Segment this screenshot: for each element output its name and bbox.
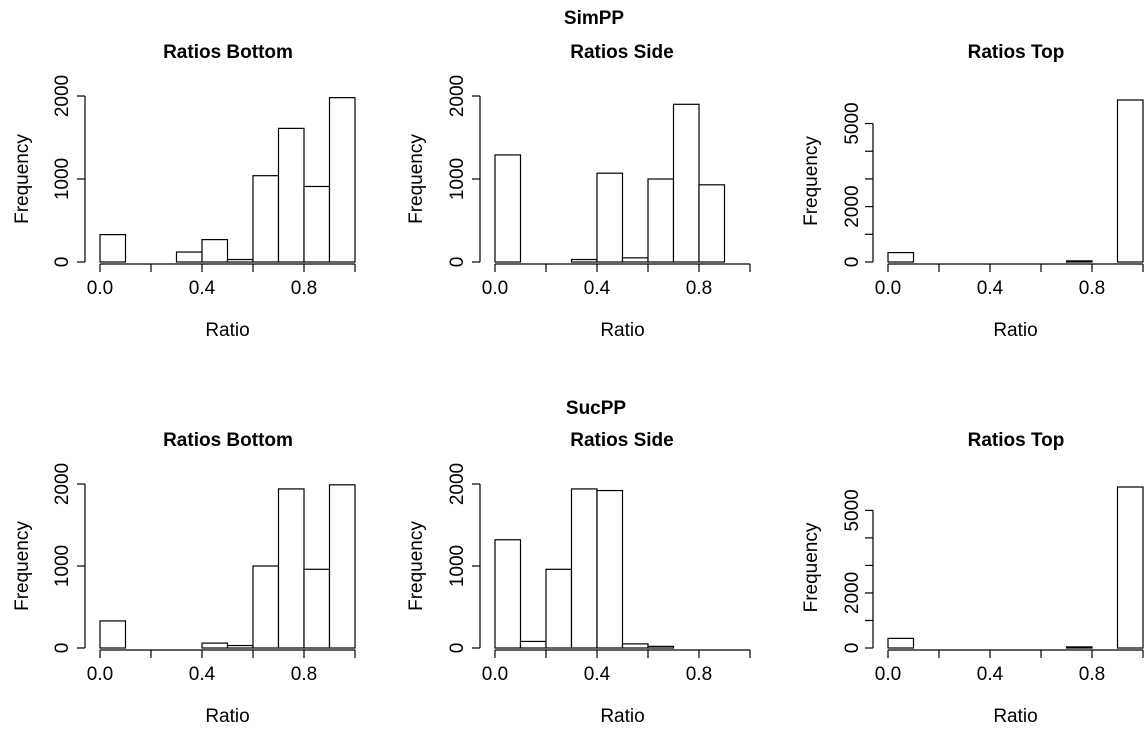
histogram-bar (494, 539, 522, 649)
x-tick-label: 0.4 (189, 664, 216, 685)
y-axis-label: Frequency (801, 136, 822, 226)
y-axis-label: Frequency (406, 134, 427, 224)
x-axis-label: Ratio (205, 706, 249, 727)
histogram-bar (252, 175, 280, 263)
histogram-bar (647, 645, 675, 649)
x-tick-label: 0.0 (875, 664, 901, 685)
x-tick-label: 0.0 (87, 278, 113, 299)
group-title-simpp: SimPP (564, 8, 625, 29)
histogram-bar (175, 251, 203, 263)
histogram-bar (596, 172, 624, 263)
histogram-bar (1065, 260, 1093, 263)
y-tick-label: 1000 (447, 545, 468, 587)
histogram-bar (621, 257, 649, 263)
histogram-bar (570, 258, 598, 263)
histogram-bar (99, 234, 127, 263)
histogram-bar (647, 178, 675, 263)
x-tick-label: 0.8 (291, 664, 317, 685)
y-tick-label: 5000 (842, 489, 863, 531)
x-tick-label: 0.4 (584, 664, 611, 685)
histogram-bar (303, 185, 331, 263)
histogram-bar (1065, 646, 1093, 649)
histogram-bar (887, 637, 915, 649)
x-tick-label: 0.8 (291, 278, 317, 299)
x-tick-label: 0.8 (1079, 278, 1105, 299)
y-axis-label: Frequency (12, 521, 33, 611)
y-axis-label: Frequency (406, 521, 427, 611)
x-tick-label: 0.0 (482, 278, 508, 299)
y-tick-label: 0 (447, 643, 468, 654)
panel-title: Ratios Top (968, 42, 1065, 63)
x-axis-label: Ratio (600, 320, 644, 341)
y-tick-label: 0 (842, 257, 863, 268)
histogram-bar (226, 258, 254, 263)
histogram-bar (226, 644, 254, 649)
histogram-bar (201, 642, 229, 649)
histogram-bar (1116, 99, 1144, 263)
panel-title: Ratios Bottom (163, 42, 293, 63)
x-tick-label: 0.4 (584, 278, 611, 299)
y-tick-label: 0 (52, 643, 73, 654)
x-tick-label: 0.4 (977, 664, 1004, 685)
histogram-bar (303, 568, 331, 649)
histogram-bar (887, 251, 915, 263)
x-tick-label: 0.0 (482, 664, 508, 685)
histogram-bar (596, 489, 624, 649)
histogram-bar (1116, 486, 1144, 649)
histogram-panel: Ratios Side 0.0 0.4 0.8 Ratio 0 1000 2000 Freque… (406, 430, 751, 727)
y-tick-label: 0 (447, 257, 468, 268)
histogram-panel: Ratios Side 0.0 0.4 0.8 Ratio 0 1000 2000 Freque… (406, 42, 751, 341)
y-tick-label: 2000 (842, 185, 863, 227)
histogram-bar (621, 643, 649, 649)
histogram-panel: Ratios Bottom 0.0 0.4 0.8 Ratio 0 1000 2000 Freq… (12, 42, 356, 341)
histogram-bar (201, 238, 229, 263)
x-tick-label: 0.8 (1079, 664, 1105, 685)
x-tick-label: 0.4 (189, 278, 216, 299)
histogram-bar (328, 484, 356, 649)
histogram-bar (672, 103, 700, 263)
y-tick-label: 0 (52, 257, 73, 268)
histogram-bar (545, 568, 573, 649)
y-tick-label: 2000 (447, 75, 468, 117)
x-axis-label: Ratio (205, 320, 249, 341)
y-tick-label: 0 (842, 643, 863, 654)
x-tick-label: 0.0 (875, 278, 901, 299)
panel-title: Ratios Side (570, 42, 673, 63)
x-axis-label: Ratio (600, 706, 644, 727)
histogram-panels: Ratios Bottom 0.0 0.4 0.8 Ratio 0 1000 2000 Freq… (12, 42, 1144, 727)
histogram-bar (277, 127, 305, 263)
histogram-bar (252, 565, 280, 649)
x-tick-label: 0.0 (87, 664, 113, 685)
histogram-bar (277, 488, 305, 649)
histogram-bar (99, 620, 127, 649)
panel-title: Ratios Side (570, 430, 673, 451)
group-title-sucpp: SucPP (566, 398, 627, 419)
histogram-panel: Ratios Bottom 0.0 0.4 0.8 Ratio 0 1000 2000 Freq… (12, 430, 356, 727)
y-tick-label: 2000 (52, 463, 73, 505)
histogram-bar (494, 154, 522, 263)
x-tick-label: 0.4 (977, 278, 1004, 299)
y-axis-label: Frequency (801, 522, 822, 612)
histogram-panel: Ratios Top 0.0 0.4 0.8 Ratio 0 2000 5000 Frequen… (801, 42, 1144, 341)
histogram-bar (570, 488, 598, 649)
y-tick-label: 2000 (447, 463, 468, 505)
y-tick-label: 1000 (52, 158, 73, 200)
y-tick-label: 2000 (52, 75, 73, 117)
histogram-bar (698, 184, 726, 263)
histogram-bar (328, 97, 356, 263)
y-tick-label: 2000 (842, 572, 863, 614)
histogram-bar (519, 640, 547, 649)
panel-title: Ratios Bottom (163, 430, 293, 451)
panel-title: Ratios Top (968, 430, 1065, 451)
y-tick-label: 1000 (52, 545, 73, 587)
x-axis-label: Ratio (993, 706, 1037, 727)
y-tick-label: 1000 (447, 158, 468, 200)
y-tick-label: 5000 (842, 102, 863, 144)
x-tick-label: 0.8 (686, 664, 712, 685)
y-axis-label: Frequency (12, 134, 33, 224)
histogram-panel: Ratios Top 0.0 0.4 0.8 Ratio 0 2000 5000 Frequen… (801, 430, 1144, 727)
x-axis-label: Ratio (993, 320, 1037, 341)
x-tick-label: 0.8 (686, 278, 712, 299)
